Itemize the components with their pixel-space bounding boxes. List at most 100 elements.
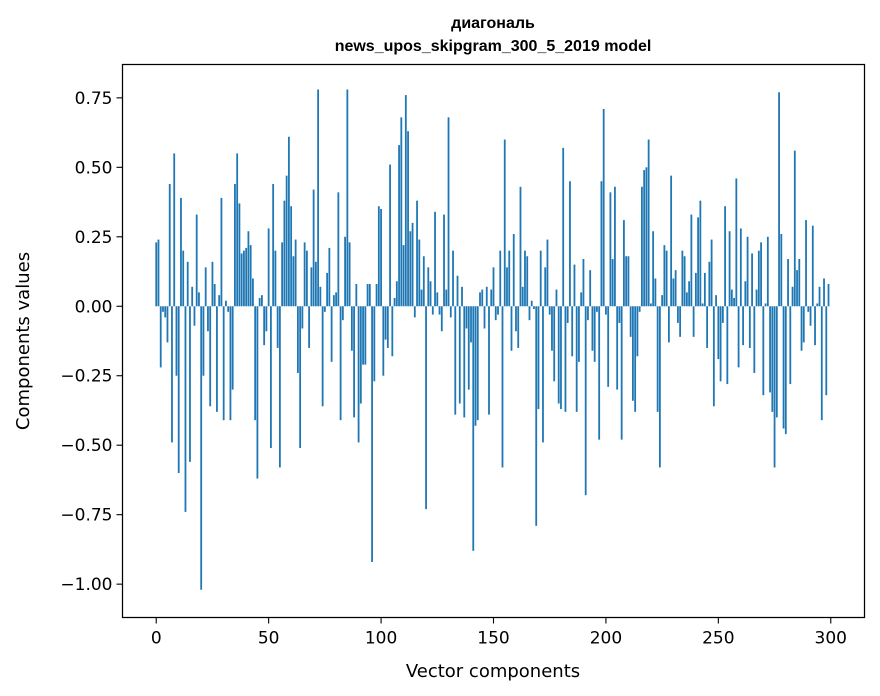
bar [656,306,659,412]
bar [654,278,657,307]
bar [404,95,407,307]
bar [616,306,619,390]
x-tick-label: 150 [477,629,509,649]
bar [694,272,697,307]
bar [463,306,466,418]
bar [173,153,176,307]
bar [692,306,695,337]
bar [600,181,603,307]
bar [159,306,162,368]
bar [591,306,594,351]
x-tick-label: 50 [258,629,280,649]
bar [328,247,331,307]
bar [346,89,349,307]
bar [802,306,805,343]
bar [742,306,744,346]
bar [202,306,205,376]
bar [551,306,553,351]
bar [162,306,164,312]
bar [584,306,587,496]
bar [658,306,661,468]
bar [717,306,720,360]
bar [191,286,194,307]
bar [249,245,252,307]
bar [400,117,403,307]
bar [787,259,789,307]
bar [409,231,412,307]
bar [252,278,254,307]
bar [465,306,468,329]
bar [195,214,198,307]
bar [261,295,263,307]
bar [357,306,360,443]
bar [377,206,380,307]
bar [782,306,785,429]
bar [314,261,317,307]
bar [474,306,477,426]
bar [697,217,700,307]
bar [225,300,227,307]
bar [560,306,562,410]
bar [688,281,691,307]
bar [737,306,740,368]
bar [479,292,481,307]
bar [301,306,304,329]
y-tick-label: 0.00 [75,297,113,317]
bar [303,242,306,307]
bar [706,306,709,348]
bar [440,306,443,332]
bar [231,306,234,390]
y-tick-label: −0.75 [60,506,112,526]
bar [227,306,230,312]
bar [816,303,819,307]
bar [744,281,747,307]
bar [395,281,398,307]
bar [272,183,275,307]
bar [458,306,461,404]
bar [557,306,560,404]
bar [546,239,549,307]
x-tick-label: 100 [365,629,397,649]
bar [793,150,796,307]
bar [620,306,623,440]
bar [598,306,601,440]
bar [719,306,722,382]
bar [368,284,371,307]
bar [683,256,686,307]
bar [229,306,232,421]
bar [587,306,589,321]
bar [265,306,268,332]
x-tick-label: 250 [702,629,734,649]
bar [775,306,778,418]
bar [670,175,673,307]
bar [526,256,529,307]
bar [234,183,236,307]
bar [281,242,284,307]
bar [222,306,225,421]
bar [411,222,414,307]
bar [186,261,189,307]
bar [690,214,693,307]
bar [528,306,531,321]
bar [636,306,639,357]
bar [512,234,515,307]
bar [712,306,715,407]
x-tick-label: 300 [815,629,847,649]
y-tick-label: 0.50 [75,158,113,178]
bar [254,306,257,421]
bar [539,250,542,307]
bar [364,306,367,365]
bar [647,139,650,307]
bar [618,306,621,323]
bar [422,256,425,307]
bar [263,306,266,346]
bar [211,261,214,307]
bar [323,306,326,312]
bar [593,306,596,362]
bar [171,306,173,443]
bar [312,189,315,307]
bar [413,306,416,318]
bar [207,306,209,332]
bar [757,250,760,307]
bar [180,197,182,307]
